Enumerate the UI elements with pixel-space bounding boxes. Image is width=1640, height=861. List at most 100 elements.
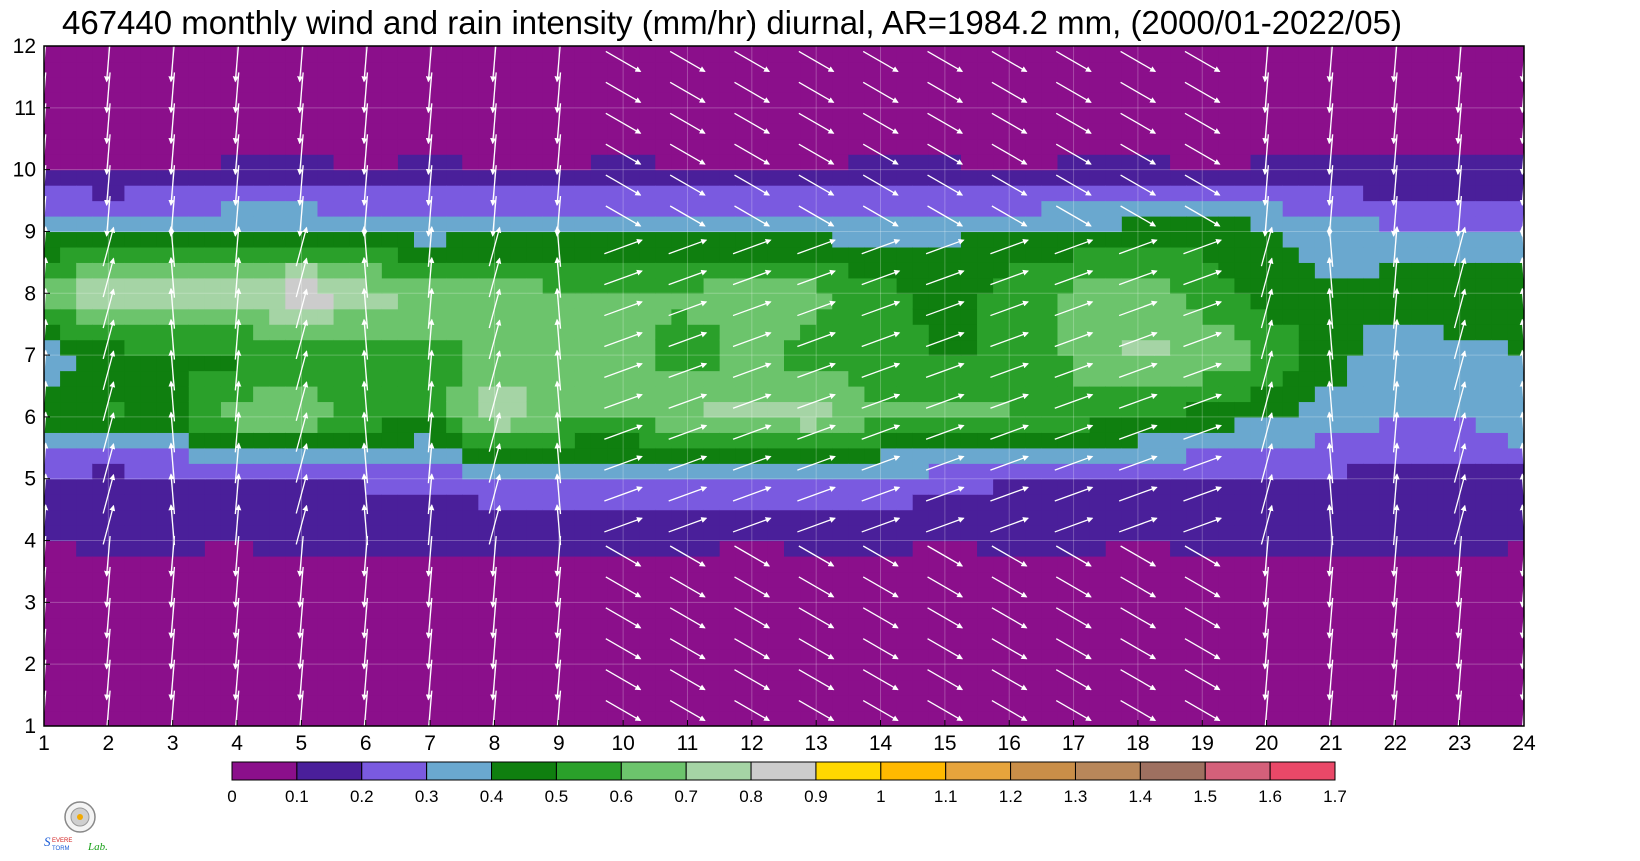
- wind-arrow: [1054, 331, 1094, 348]
- heatmap-cell: [1475, 679, 1493, 696]
- heatmap-cell: [735, 324, 753, 341]
- heatmap-cell: [44, 478, 61, 495]
- heatmap-cell: [1089, 494, 1107, 511]
- heatmap-cell: [462, 185, 479, 202]
- wind-arrow: [168, 566, 176, 608]
- heatmap-cell: [687, 169, 705, 186]
- heatmap-cell: [1507, 46, 1524, 63]
- heatmap-cell: [1218, 710, 1236, 726]
- heatmap-cell: [1105, 602, 1123, 619]
- colorbar-label: 0.1: [285, 787, 309, 806]
- heatmap-cell: [896, 216, 914, 233]
- heatmap-cell: [1266, 509, 1284, 526]
- heatmap-cell: [784, 61, 801, 78]
- heatmap-cell: [60, 92, 77, 109]
- heatmap-cell: [719, 355, 737, 372]
- heatmap-cell: [1395, 246, 1412, 263]
- colorbar-swatch: [945, 761, 1012, 781]
- wind-arrow: [798, 81, 835, 103]
- heatmap-cell: [446, 169, 463, 186]
- heatmap-cell: [574, 200, 592, 217]
- heatmap-cell: [607, 695, 624, 712]
- heatmap-cell: [285, 293, 302, 310]
- colorbar-swatch: [1074, 761, 1141, 781]
- heatmap-cell: [1411, 679, 1429, 696]
- heatmap-cell: [237, 447, 254, 464]
- heatmap-cell: [1491, 586, 1509, 603]
- heatmap-cell: [944, 169, 962, 186]
- heatmap-cell: [751, 138, 769, 155]
- heatmap-cell: [590, 246, 608, 263]
- heatmap-cell: [880, 185, 898, 202]
- heatmap-cell: [1073, 154, 1091, 171]
- wind-arrow: [234, 504, 242, 546]
- heatmap-cell: [1427, 355, 1445, 372]
- wind-arrow: [1118, 517, 1158, 533]
- heatmap-cell: [1057, 355, 1075, 372]
- wind-arrow: [1453, 226, 1467, 267]
- heatmap-cell: [1073, 509, 1091, 526]
- wind-arrow: [1184, 143, 1221, 165]
- heatmap-cell: [1395, 46, 1412, 63]
- heatmap-cell: [944, 540, 962, 557]
- heatmap-cell: [108, 432, 126, 449]
- wind-arrow: [168, 628, 176, 670]
- y-tick-label: 10: [13, 159, 36, 182]
- heatmap-cell: [1009, 92, 1026, 109]
- heatmap-cell: [446, 695, 463, 712]
- heatmap-cell: [172, 617, 190, 634]
- heatmap-cell: [1041, 61, 1059, 78]
- heatmap-cell: [269, 509, 286, 526]
- heatmap-cell: [542, 355, 560, 372]
- wind-arrow: [861, 486, 901, 502]
- heatmap-cell: [1363, 355, 1380, 372]
- heatmap-cell: [1363, 633, 1380, 650]
- heatmap-cell: [1250, 92, 1268, 109]
- heatmap-cell: [784, 123, 801, 140]
- heatmap-cell: [124, 169, 142, 186]
- heatmap-cell: [172, 386, 190, 403]
- wind-arrow: [1120, 638, 1157, 660]
- heatmap-cell: [928, 509, 946, 526]
- heatmap-cell: [526, 107, 544, 124]
- wind-arrow: [361, 442, 369, 484]
- heatmap-cell: [1202, 61, 1219, 78]
- heatmap-cell: [912, 679, 930, 696]
- heatmap-cell: [960, 432, 978, 449]
- heatmap-cell: [124, 447, 142, 464]
- heatmap-cell: [172, 447, 190, 464]
- heatmap-cell: [60, 386, 77, 403]
- heatmap-cell: [204, 664, 222, 681]
- heatmap-cell: [558, 556, 576, 573]
- heatmap-cell: [880, 695, 898, 712]
- heatmap-cell: [880, 447, 898, 464]
- heatmap-cell: [993, 200, 1010, 217]
- heatmap-cell: [172, 185, 190, 202]
- heatmap-cell: [1218, 695, 1236, 712]
- heatmap-cell: [494, 46, 512, 63]
- heatmap-cell: [590, 447, 608, 464]
- heatmap-cell: [1427, 123, 1445, 140]
- heatmap-cell: [1347, 556, 1364, 573]
- heatmap-cell: [446, 664, 463, 681]
- heatmap-cell: [220, 509, 238, 526]
- wind-arrow: [1326, 690, 1334, 726]
- heatmap-cell: [1459, 154, 1477, 171]
- heatmap-cell: [44, 386, 61, 403]
- heatmap-cell: [188, 447, 206, 464]
- heatmap-cell: [1025, 138, 1042, 155]
- heatmap-cell: [1459, 76, 1477, 93]
- heatmap-cell: [977, 416, 994, 433]
- heatmap-cell: [76, 169, 93, 186]
- heatmap-cell: [1298, 370, 1316, 387]
- heatmap-cell: [220, 648, 238, 665]
- heatmap-cell: [1057, 76, 1075, 93]
- heatmap-cell: [1475, 370, 1493, 387]
- heatmap-cell: [365, 710, 383, 726]
- heatmap-cell: [1298, 710, 1316, 726]
- heatmap-cell: [172, 154, 190, 171]
- heatmap-cell: [735, 478, 753, 495]
- heatmap-cell: [140, 107, 158, 124]
- heatmap-cell: [108, 169, 126, 186]
- heatmap-cell: [381, 200, 399, 217]
